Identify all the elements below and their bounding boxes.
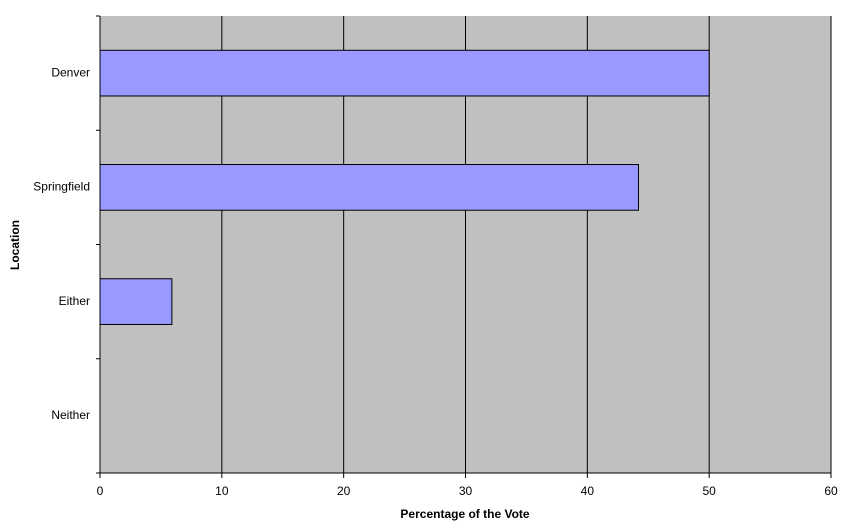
x-tick-label: 0 bbox=[97, 484, 104, 498]
x-tick-label: 20 bbox=[337, 484, 351, 498]
x-tick-label: 30 bbox=[459, 484, 473, 498]
x-tick-label: 40 bbox=[581, 484, 595, 498]
x-tick-label: 10 bbox=[215, 484, 229, 498]
y-tick-label: Neither bbox=[51, 408, 90, 422]
x-axis-label: Percentage of the Vote bbox=[400, 507, 529, 521]
y-tick-label: Denver bbox=[51, 65, 90, 79]
y-tick-label: Either bbox=[59, 294, 90, 308]
x-tick-label: 50 bbox=[702, 484, 716, 498]
y-tick-label: Springfield bbox=[33, 180, 90, 194]
bar bbox=[99, 164, 640, 211]
bar bbox=[99, 278, 173, 325]
bar bbox=[99, 49, 710, 97]
x-tick-label: 60 bbox=[824, 484, 838, 498]
y-axis-label: Location bbox=[8, 220, 22, 270]
